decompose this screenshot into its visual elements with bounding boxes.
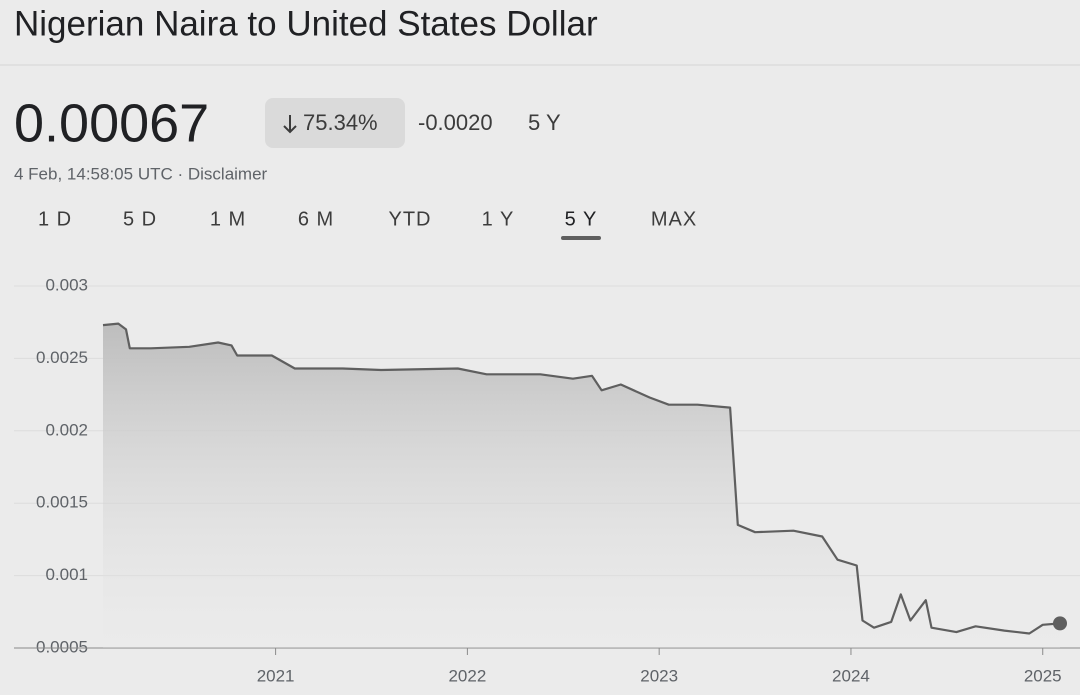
change-percent: 75.34% <box>303 110 378 135</box>
x-tick-label: 2025 <box>1024 666 1062 685</box>
range-tab[interactable]: 1 Y <box>482 208 515 230</box>
range-tab[interactable]: 5 D <box>123 208 157 230</box>
y-tick-label: 0.003 <box>45 275 88 294</box>
range-tab[interactable]: YTD <box>389 208 432 230</box>
range-tab[interactable]: MAX <box>651 208 697 230</box>
range-tabs: 1 D 5 D 1 M 6 M YTD 1 Y 5 Y MAX <box>38 208 697 240</box>
x-tick-label: 2023 <box>640 666 678 685</box>
y-tick-label: 0.002 <box>45 420 88 439</box>
area-fill <box>103 323 1060 648</box>
y-tick-label: 0.0015 <box>36 493 88 512</box>
title: Nigerian Naira to United States Dollar <box>14 4 598 43</box>
price: 0.00067 <box>14 93 209 153</box>
last-point <box>1053 616 1067 631</box>
tab-underline <box>561 236 601 240</box>
down-arrow-icon <box>283 115 297 134</box>
x-tick-label: 2022 <box>448 666 486 685</box>
chart: 0.0005 0.001 0.0015 0.002 0.0025 0.003 2021 202… <box>14 275 1080 685</box>
x-tick-label: 2021 <box>257 666 295 685</box>
y-tick-label: 0.0025 <box>36 348 88 367</box>
timestamp: 4 Feb, 14:58:05 UTC · Disclaimer <box>14 164 268 183</box>
range-tab[interactable]: 1 D <box>38 208 72 230</box>
x-tick-label: 2024 <box>832 666 870 685</box>
change-badge <box>265 98 405 148</box>
range-tab[interactable]: 6 M <box>298 208 334 230</box>
y-tick-label: 0.001 <box>45 565 88 584</box>
y-tick-label: 0.0005 <box>36 637 88 656</box>
range-tab[interactable]: 1 M <box>210 208 246 230</box>
price-line <box>102 322 1061 635</box>
change-value: -0.0020 <box>418 110 493 135</box>
range-tab[interactable]: 5 Y <box>565 208 598 230</box>
change-period: 5 Y <box>528 110 561 135</box>
